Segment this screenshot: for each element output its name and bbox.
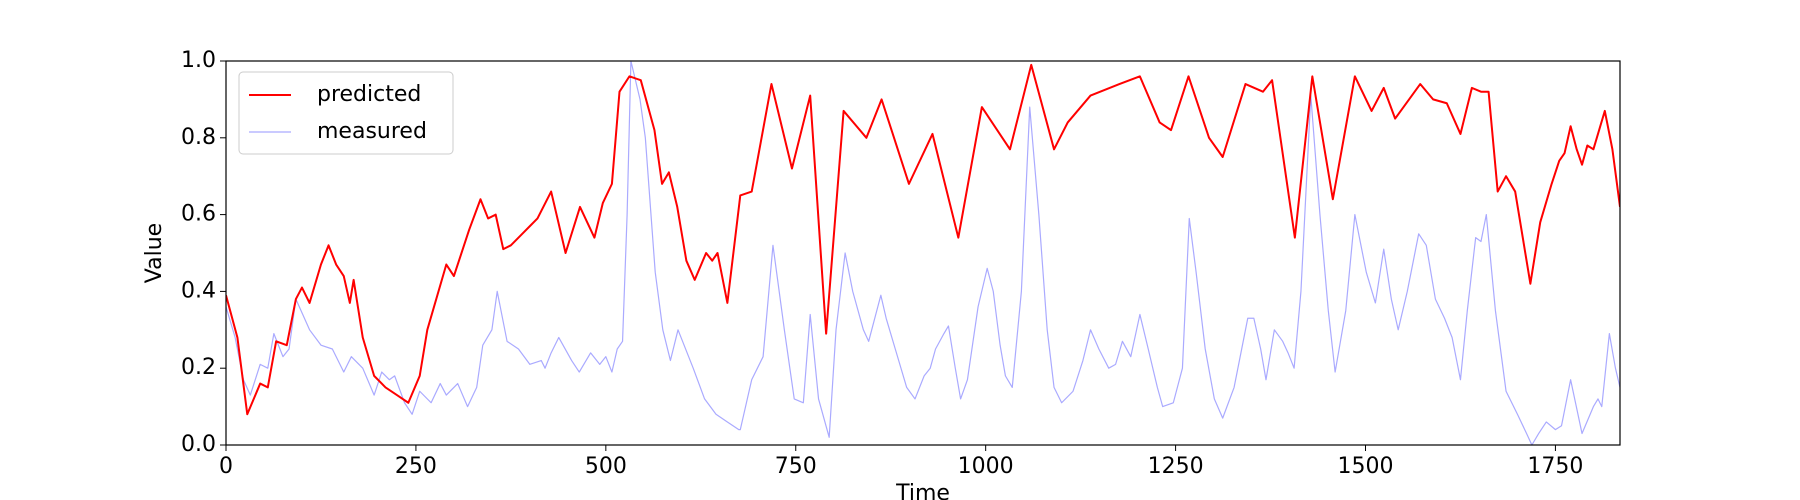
y-tick-label: 0.2 bbox=[181, 355, 216, 380]
plot-area bbox=[226, 60, 1620, 446]
x-tick-label: 750 bbox=[775, 454, 817, 479]
x-tick-label: 500 bbox=[585, 454, 627, 479]
y-tick-label: 0.0 bbox=[181, 432, 216, 457]
x-tick-label: 1250 bbox=[1148, 454, 1204, 479]
y-axis-label: Value bbox=[142, 223, 167, 283]
x-tick-label: 250 bbox=[395, 454, 437, 479]
y-tick-label: 0.8 bbox=[181, 125, 216, 150]
series-line bbox=[226, 60, 1620, 446]
x-tick-label: 1500 bbox=[1338, 454, 1394, 479]
legend-label: predicted bbox=[317, 82, 421, 107]
legend-label: measured bbox=[317, 119, 427, 144]
legend-box bbox=[238, 71, 454, 155]
y-tick-label: 0.6 bbox=[181, 202, 216, 227]
x-tick-label: 0 bbox=[219, 454, 233, 479]
y-tick-label: 0.4 bbox=[181, 278, 216, 303]
x-tick-label: 1000 bbox=[958, 454, 1014, 479]
series-line bbox=[226, 63, 1620, 416]
y-tick-label: 1.0 bbox=[181, 48, 216, 73]
x-axis-label: Time bbox=[895, 481, 950, 500]
plot-frame bbox=[225, 60, 1621, 446]
x-tick-label: 1750 bbox=[1527, 454, 1583, 479]
